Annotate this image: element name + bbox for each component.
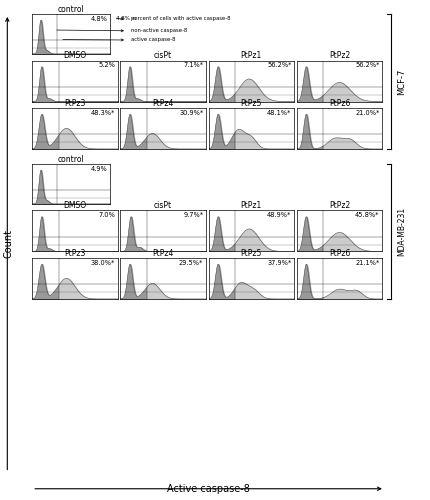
Text: 4.8%: 4.8% [91, 16, 108, 22]
Text: MDA-MB-231: MDA-MB-231 [398, 207, 406, 256]
Title: cisPt: cisPt [154, 202, 172, 210]
Title: DMSO: DMSO [64, 202, 86, 210]
Text: 5.2%: 5.2% [98, 62, 115, 68]
Text: 48.3%*: 48.3%* [91, 110, 115, 116]
Title: PtPz6: PtPz6 [329, 99, 350, 108]
Text: MCF-7: MCF-7 [398, 68, 406, 94]
Text: 48.1%*: 48.1%* [267, 110, 292, 116]
Text: 56.2%*: 56.2%* [355, 62, 380, 68]
Text: 30.9%*: 30.9%* [179, 110, 203, 116]
Text: Count: Count [3, 229, 14, 258]
Title: control: control [58, 155, 84, 164]
Text: Active caspase-8: Active caspase-8 [167, 484, 250, 494]
Text: non-active caspase-8: non-active caspase-8 [131, 28, 187, 34]
Text: 4.9%: 4.9% [91, 166, 108, 172]
Title: DMSO: DMSO [64, 52, 86, 60]
Title: PtPz1: PtPz1 [241, 52, 262, 60]
Title: PtPz4: PtPz4 [153, 99, 174, 108]
Text: 45.8%*: 45.8%* [355, 212, 380, 218]
Text: 38.0%*: 38.0%* [91, 260, 115, 266]
Text: 7.0%: 7.0% [98, 212, 115, 218]
Title: PtPz1: PtPz1 [241, 202, 262, 210]
Text: 48.9%*: 48.9%* [267, 212, 292, 218]
Text: 21.0%*: 21.0%* [355, 110, 380, 116]
Text: 7.1%*: 7.1%* [183, 62, 203, 68]
Title: PtPz6: PtPz6 [329, 249, 350, 258]
Title: PtPz2: PtPz2 [329, 52, 350, 60]
Text: 29.5%*: 29.5%* [179, 260, 203, 266]
Title: PtPz5: PtPz5 [241, 99, 262, 108]
Text: 37.9%*: 37.9%* [267, 260, 292, 266]
Text: active caspase-8: active caspase-8 [131, 38, 176, 43]
Title: cisPt: cisPt [154, 52, 172, 60]
Text: 21.1%*: 21.1%* [355, 260, 380, 266]
Title: PtPz3: PtPz3 [64, 99, 86, 108]
Text: 56.2%*: 56.2%* [267, 62, 292, 68]
Title: PtPz4: PtPz4 [153, 249, 174, 258]
Title: PtPz5: PtPz5 [241, 249, 262, 258]
Title: control: control [58, 5, 84, 14]
Text: 4.8% <: 4.8% < [116, 16, 136, 21]
Text: percent of cells with active caspase-8: percent of cells with active caspase-8 [131, 16, 231, 21]
Title: PtPz3: PtPz3 [64, 249, 86, 258]
Text: 9.7%*: 9.7%* [183, 212, 203, 218]
Title: PtPz2: PtPz2 [329, 202, 350, 210]
